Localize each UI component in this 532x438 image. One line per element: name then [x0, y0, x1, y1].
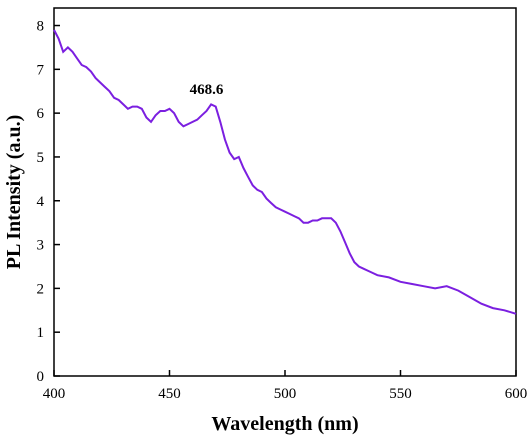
x-tick-label: 600: [505, 386, 528, 402]
y-tick-label: 2: [37, 281, 45, 297]
x-tick-label: 400: [43, 386, 66, 402]
y-tick-label: 6: [37, 106, 45, 122]
x-tick-label: 500: [274, 386, 297, 402]
y-tick-label: 5: [37, 150, 45, 166]
y-tick-label: 0: [37, 369, 45, 385]
tick-labels-layer: 400 450 500 550 600 0 1 2 3 4 5 6 7 8: [37, 19, 528, 402]
x-tick-label: 550: [389, 386, 412, 402]
y-tick-label: 3: [37, 238, 45, 254]
x-tick-label: 450: [158, 386, 181, 402]
y-tick-label: 7: [37, 62, 45, 78]
y-axis-title: PL Intensity (a.u.): [3, 115, 25, 269]
peak-annotation: 468.6: [190, 82, 224, 98]
y-tick-label: 4: [37, 194, 45, 210]
ticks-layer: [53, 24, 517, 377]
series-line: [53, 29, 517, 315]
y-tick-label: 1: [37, 325, 45, 341]
x-axis-title: Wavelength (nm): [211, 413, 358, 435]
plot-frame: [53, 7, 517, 377]
y-tick-label: 8: [37, 19, 45, 35]
